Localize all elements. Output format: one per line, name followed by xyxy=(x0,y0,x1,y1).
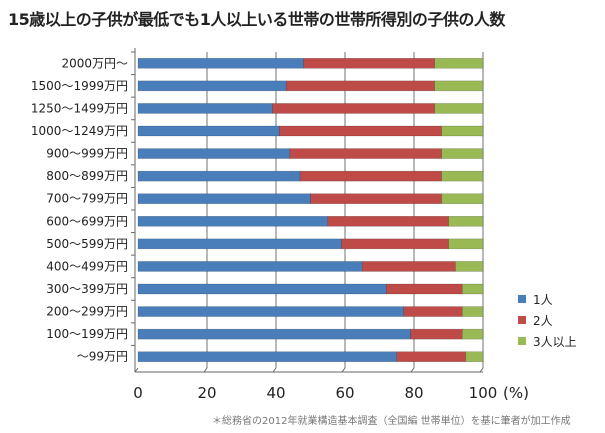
bar-segment-1 xyxy=(137,170,301,182)
category-label: 400〜499万円 xyxy=(46,259,128,273)
category-label: 800〜899万円 xyxy=(46,169,128,183)
category-label: 600〜699万円 xyxy=(46,214,128,228)
bar-segment-1 xyxy=(137,215,329,227)
bar-segment-2 xyxy=(341,238,449,250)
bar-segment-2 xyxy=(361,261,456,272)
bar-segment-1 xyxy=(137,306,404,317)
bar-segment-2 xyxy=(289,148,442,159)
bar-segment-1 xyxy=(137,125,280,137)
bar-segment-3 xyxy=(441,148,484,159)
tick-mark xyxy=(203,367,208,373)
bar-segment-2 xyxy=(310,193,442,205)
bar-segment-3 xyxy=(434,80,484,92)
legend-label: 1人 xyxy=(533,293,553,307)
category-label: 1000〜1249万円 xyxy=(31,124,128,138)
category-label: 1250〜1499万円 xyxy=(31,101,128,115)
bar-segment-3 xyxy=(434,103,484,114)
bar-segment-1 xyxy=(137,261,363,272)
x-tick-label: 20 xyxy=(197,384,216,402)
tick-mark xyxy=(479,367,484,373)
bar-segment-2 xyxy=(272,103,435,114)
category-label: 〜99万円 xyxy=(77,350,128,364)
category-label: 500〜599万円 xyxy=(46,237,128,251)
bar-segment-1 xyxy=(137,57,304,69)
bar-segment-3 xyxy=(461,328,484,340)
category-label: 2000万円〜 xyxy=(61,56,128,70)
legend-swatch xyxy=(518,316,526,324)
tick-mark xyxy=(341,367,346,373)
legend-label: 3人以上 xyxy=(533,335,577,349)
bar-segment-3 xyxy=(461,283,484,295)
bar-segment-2 xyxy=(386,283,463,295)
bar-segment-2 xyxy=(279,125,442,137)
bar-segment-3 xyxy=(461,306,484,317)
category-label: 200〜299万円 xyxy=(46,305,128,319)
bar-segment-3 xyxy=(441,125,484,137)
legend-label: 2人 xyxy=(533,314,553,328)
tick-mark xyxy=(410,367,415,373)
bar-segment-2 xyxy=(396,351,467,363)
tick-mark xyxy=(272,367,277,373)
category-label: 1500〜1999万円 xyxy=(31,79,128,93)
category-label: 900〜999万円 xyxy=(46,147,128,161)
chart-title: 15歳以上の子供が最低でも1人以上いる世帯の世帯所得別の子供の人数 xyxy=(8,10,505,29)
bar-segment-1 xyxy=(137,351,398,363)
bar-segment-3 xyxy=(448,238,484,250)
x-tick-label: 40 xyxy=(266,384,285,402)
x-unit-label: (%) xyxy=(503,384,529,402)
bar-segment-3 xyxy=(455,261,484,272)
bar-segment-1 xyxy=(137,193,311,205)
bar-segment-2 xyxy=(327,215,449,227)
bar-segment-1 xyxy=(137,103,273,114)
x-tick-label: 100 xyxy=(469,384,498,402)
legend-swatch xyxy=(518,337,526,345)
bar-segment-2 xyxy=(403,306,463,317)
bar-segment-1 xyxy=(137,328,411,340)
bar-segment-3 xyxy=(441,193,484,205)
bar-segment-1 xyxy=(137,283,387,295)
category-label: 100〜199万円 xyxy=(46,327,128,341)
bar-segment-2 xyxy=(410,328,463,340)
bar-segment-3 xyxy=(465,351,484,363)
bar-segment-1 xyxy=(137,80,287,92)
x-tick-label: 60 xyxy=(335,384,354,402)
bar-segment-3 xyxy=(441,170,484,182)
legend-swatch xyxy=(518,295,526,303)
x-tick-label: 80 xyxy=(404,384,423,402)
bar-segment-3 xyxy=(448,215,484,227)
category-label: 700〜799万円 xyxy=(46,192,128,206)
bar-segment-2 xyxy=(299,170,442,182)
category-label: 300〜399万円 xyxy=(46,282,128,296)
bar-segment-3 xyxy=(434,57,484,69)
bar-segment-2 xyxy=(303,57,436,69)
bar-segment-1 xyxy=(137,148,291,159)
bar-segment-2 xyxy=(286,80,436,92)
x-tick-label: 0 xyxy=(133,384,143,402)
footnote: ＊総務省の2012年就業構造基本調査（全国編 世帯単位）を基に筆者が加工作成 xyxy=(212,416,571,427)
bar-segment-1 xyxy=(137,238,342,250)
